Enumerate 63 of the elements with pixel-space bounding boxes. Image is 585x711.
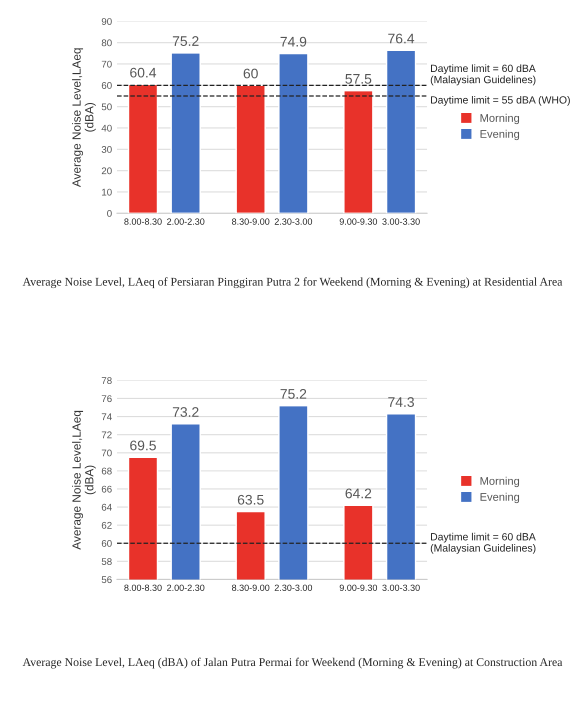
data-label: 74.3 [388,397,414,407]
ref-line-label: Daytime limit = 60 dBA (Malaysian Guidelines) [430,64,536,86]
x-tick-label: 2.30-3.00 [274,584,312,591]
y-tick-label: 56 [102,576,112,584]
bar [278,52,309,214]
legend-label: Morning [480,114,520,124]
x-tick-label: 8.30-9.00 [232,218,270,225]
bar [386,50,416,214]
y-tick-label: 60 [102,82,112,89]
y-tick-label: 68 [102,468,112,474]
y-tick-label: 78 [102,377,112,384]
y-tick-label: 72 [102,431,112,438]
bar [236,84,266,214]
y-tick-label: 60 [102,540,112,547]
x-tick-label: 8.00-8.30 [124,218,162,225]
legend-label: Evening [480,130,520,140]
y-tick-label: 80 [102,39,112,46]
x-tick-label: 8.30-9.00 [232,584,270,591]
x-tick-label: 2.30-3.00 [274,218,312,225]
ref-line-label: Daytime limit = 55 dBA (WHO) [431,96,570,106]
y-tick-label: 66 [102,486,112,493]
y-tick-label: 0 [107,210,112,217]
data-label: 69.5 [130,440,156,450]
y-axis-title: Average Noise Level,LAeq (dBA) [72,48,96,188]
bar [170,52,201,214]
y-tick-label: 58 [102,558,112,565]
x-tick-label: 3.00-3.30 [382,218,420,225]
legend-label: Evening [480,492,520,504]
data-label: 75.2 [280,388,306,399]
x-tick-label: 9.00-9.30 [340,584,378,591]
text: Average Noise Level, LAeq of Persiaran Pinggiran Putra 2 for Weekend (Morning & Evening) at Residential Area [22,277,562,288]
x-tick-label: 9.00-9.30 [340,218,378,225]
y-tick-label: 62 [102,522,112,529]
y-tick-label: 70 [102,450,112,456]
y-tick-label: 30 [102,146,112,153]
data-label: 64.2 [346,488,372,498]
data-label: 60 [244,68,258,78]
y-tick-label: 76 [102,395,112,402]
y-tick-label: 74 [102,413,112,420]
y-tick-label: 90 [102,18,112,25]
data-label: 76.4 [388,34,414,44]
y-tick-label: 70 [102,60,112,68]
data-label: 75.2 [172,36,199,46]
x-tick-label: 8.00-8.30 [124,584,162,591]
y-tick-label: 64 [102,504,112,511]
ref-line-label: Daytime limit = 60 dBA (Malaysian Guidelines) [430,532,536,554]
text: Average Noise Level, LAeq (dBA) of Jalan Putra Permai for Weekend (Morning & Evening) at Construction Area [22,658,562,669]
data-label: 57.5 [345,74,372,84]
y-tick-label: 20 [102,167,112,174]
y-tick-label: 50 [102,103,112,110]
y-axis-title: Average Noise Level,LAeq (dBA) [72,410,96,550]
data-label: 60.4 [130,68,156,78]
data-label: 63.5 [238,494,264,505]
x-tick-label: 2.00-2.30 [167,584,204,591]
legend-label: Morning [480,476,520,488]
x-tick-label: 2.00-2.30 [167,218,204,225]
data-label: 73.2 [172,407,199,417]
y-tick-label: 40 [102,124,112,132]
data-label: 74.9 [280,36,306,47]
bar [343,90,374,214]
y-tick-label: 10 [102,188,112,196]
bar [128,84,158,214]
x-tick-label: 3.00-3.30 [382,584,420,591]
